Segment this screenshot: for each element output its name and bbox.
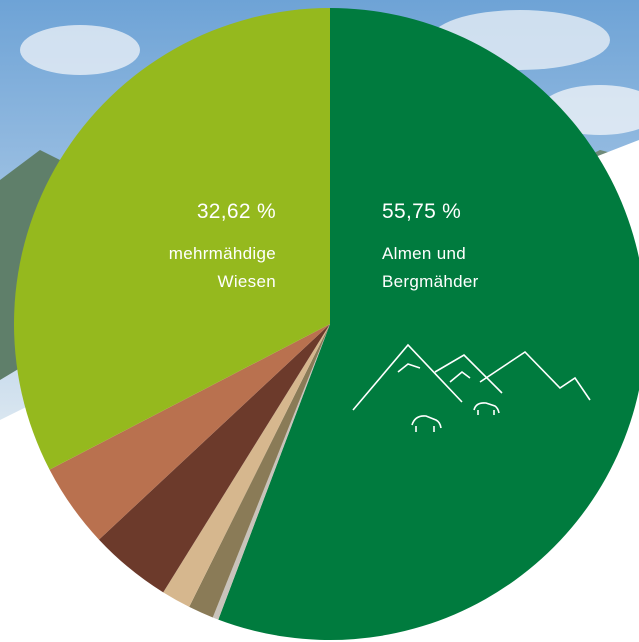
value-label: 55,75 % — [382, 198, 461, 226]
page: 55,75 % Almen und Bergmähder 32,62 % meh… — [0, 0, 639, 642]
chart — [0, 0, 639, 642]
category-label: Almen und Bergmähder — [382, 240, 512, 296]
category-label: mehrmähdige Wiesen — [136, 240, 276, 296]
value-label: 32,62 % — [197, 198, 276, 226]
